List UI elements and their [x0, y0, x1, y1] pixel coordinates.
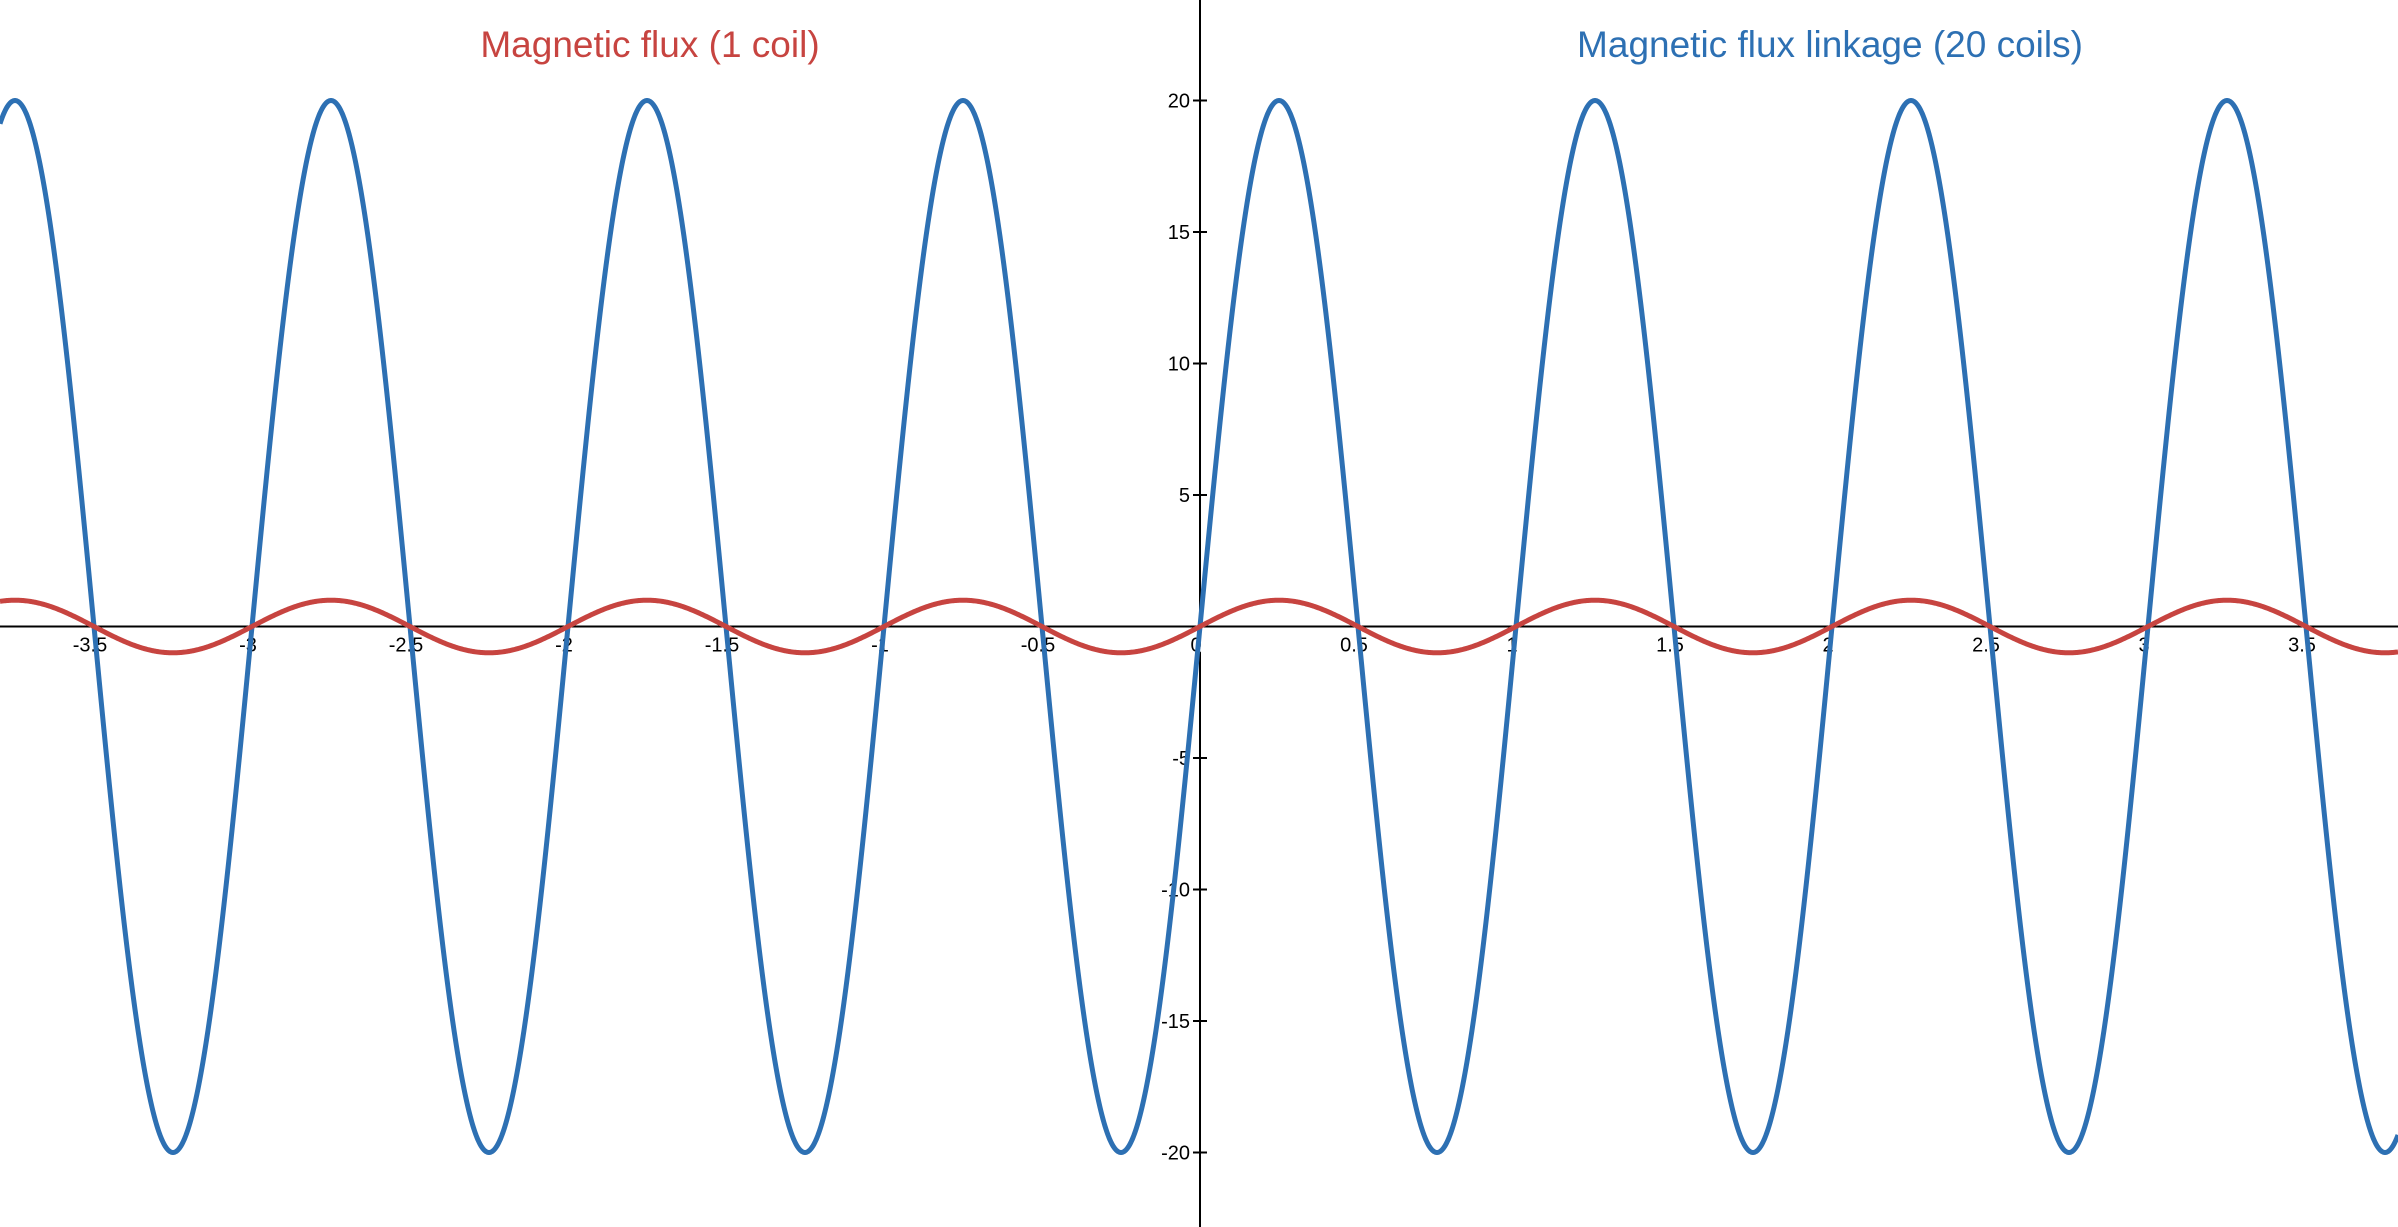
x-tick-label: -1.5	[705, 635, 739, 657]
y-tick-label: 10	[1168, 354, 1190, 376]
x-tick-label: -2.5	[389, 635, 423, 657]
x-tick-label: 2.5	[1972, 635, 2000, 657]
y-tick-label: 15	[1168, 222, 1190, 244]
series-flux-linkage-line	[0, 98, 2398, 1155]
x-tick-label: 3.5	[2288, 635, 2316, 657]
y-tick-label: -20	[1161, 1143, 1190, 1165]
title-magnetic-flux: Magnetic flux (1 coil)	[480, 24, 820, 65]
y-tick-label: 5	[1179, 485, 1190, 507]
x-tick-label: -3.5	[73, 635, 107, 657]
title-magnetic-flux-linkage: Magnetic flux linkage (20 coils)	[1577, 24, 2083, 65]
x-tick-label: 0.5	[1340, 635, 1368, 657]
x-tick-label: 1.5	[1656, 635, 1684, 657]
y-tick-label: 20	[1168, 91, 1190, 113]
series-flux-line	[0, 597, 2398, 656]
x-tick-label: -0.5	[1021, 635, 1055, 657]
y-tick-label: -15	[1161, 1011, 1190, 1033]
